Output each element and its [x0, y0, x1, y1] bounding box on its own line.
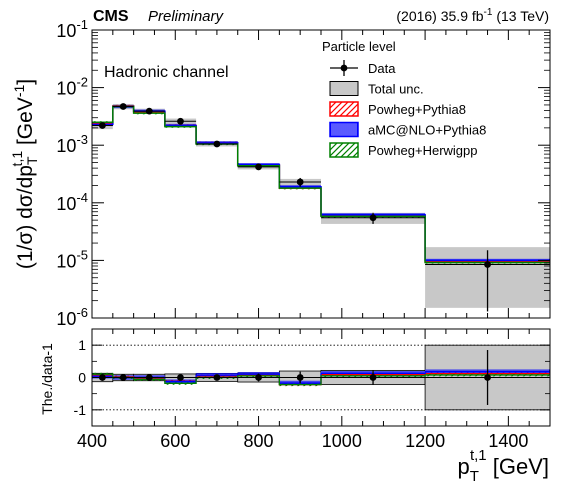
lower-xtick-label-2: 800	[244, 431, 274, 451]
upper-data-point-5	[255, 163, 262, 171]
lower-xtick-label-5: 1400	[488, 431, 528, 451]
cms-label: CMS	[93, 8, 129, 25]
upper-data-point-3	[177, 117, 184, 125]
preliminary-label: Preliminary	[148, 8, 225, 25]
upper-ytick-label-3: 10-3	[56, 132, 88, 156]
legend-label-3: aMC@NLO+Pythia8	[368, 123, 486, 138]
lower-data-layer	[92, 350, 550, 405]
upper-data-point-7	[369, 214, 377, 222]
legend-label-1: Total unc.	[368, 82, 424, 97]
upper-ytick-label-5: 10-1	[56, 17, 88, 41]
upper-ytick-label-1: 10-5	[56, 247, 88, 271]
lower-data-point-5	[255, 374, 262, 381]
lower-data-point-8	[484, 374, 491, 381]
upper-data-point-0	[99, 122, 106, 129]
upper-data-point-8	[484, 261, 491, 268]
legend-swatch-2	[329, 101, 359, 117]
lower-xtick-label-0: 400	[77, 431, 107, 451]
upper-ytick-label-4: 10-2	[56, 75, 88, 99]
legend-swatch-1	[329, 81, 359, 96]
upper-data-point-6	[296, 178, 304, 186]
legend-label-0: Data	[368, 61, 396, 76]
legend-swatch-3	[329, 121, 359, 138]
lower-y-axis-label: The./data-1	[39, 343, 55, 415]
lower-xtick-label-4: 1200	[405, 431, 445, 451]
legend-swatch-4	[329, 142, 359, 158]
lower-y-axis: -1 0 1	[74, 328, 550, 427]
lower-x-axis: 400 600 800 1000 1200 1400	[77, 329, 551, 451]
lower-data-point-1	[119, 374, 127, 381]
lower-reference-lines	[92, 344, 550, 411]
x-axis-label: pTt,1 [GeV]	[458, 447, 549, 485]
lower-data-point-0	[99, 374, 106, 381]
lumi-label: (2016) 35.9 fb-1 (13 TeV)	[396, 7, 549, 24]
upper-data-point-1	[119, 103, 127, 110]
lower-data-point-2	[145, 374, 153, 381]
legend-label-4: Powheg+Herwigpp	[368, 143, 477, 158]
lower-xtick-label-3: 1000	[322, 431, 362, 451]
upper-y-axis-label: (1/σ) dσ/dpTt,1 [GeV-1]	[9, 79, 40, 269]
lower-data-point-7	[369, 374, 377, 381]
upper-ytick-label-0: 10-6	[56, 305, 88, 329]
upper-data-point-4	[213, 140, 221, 148]
lower-ytick-label-1: 0	[78, 370, 86, 386]
upper-y-axis: 10-6 10-5 10-4 10-3 10-2 10-1	[56, 17, 550, 329]
upper-x-ticks	[91, 30, 551, 318]
legend-label-2: Powheg+Pythia8	[368, 102, 466, 117]
lower-data-point-4	[213, 374, 221, 381]
channel-annotation: Hadronic channel	[104, 64, 229, 81]
legend-marker-dot-0	[340, 64, 348, 72]
legend-title: Particle level	[322, 39, 396, 54]
legend: Particle level Data Total unc. Powheg+Pyth…	[322, 39, 486, 158]
lower-xtick-label-1: 600	[160, 431, 190, 451]
upper-ytick-label-2: 10-4	[56, 190, 88, 214]
lower-data-point-6	[296, 374, 304, 381]
lower-ytick-label-2: 1	[78, 337, 86, 353]
upper-data-point-2	[145, 107, 153, 115]
lower-ytick-label-0: -1	[74, 402, 87, 418]
lower-data-point-3	[177, 374, 184, 381]
upper-data-layer	[92, 103, 550, 312]
